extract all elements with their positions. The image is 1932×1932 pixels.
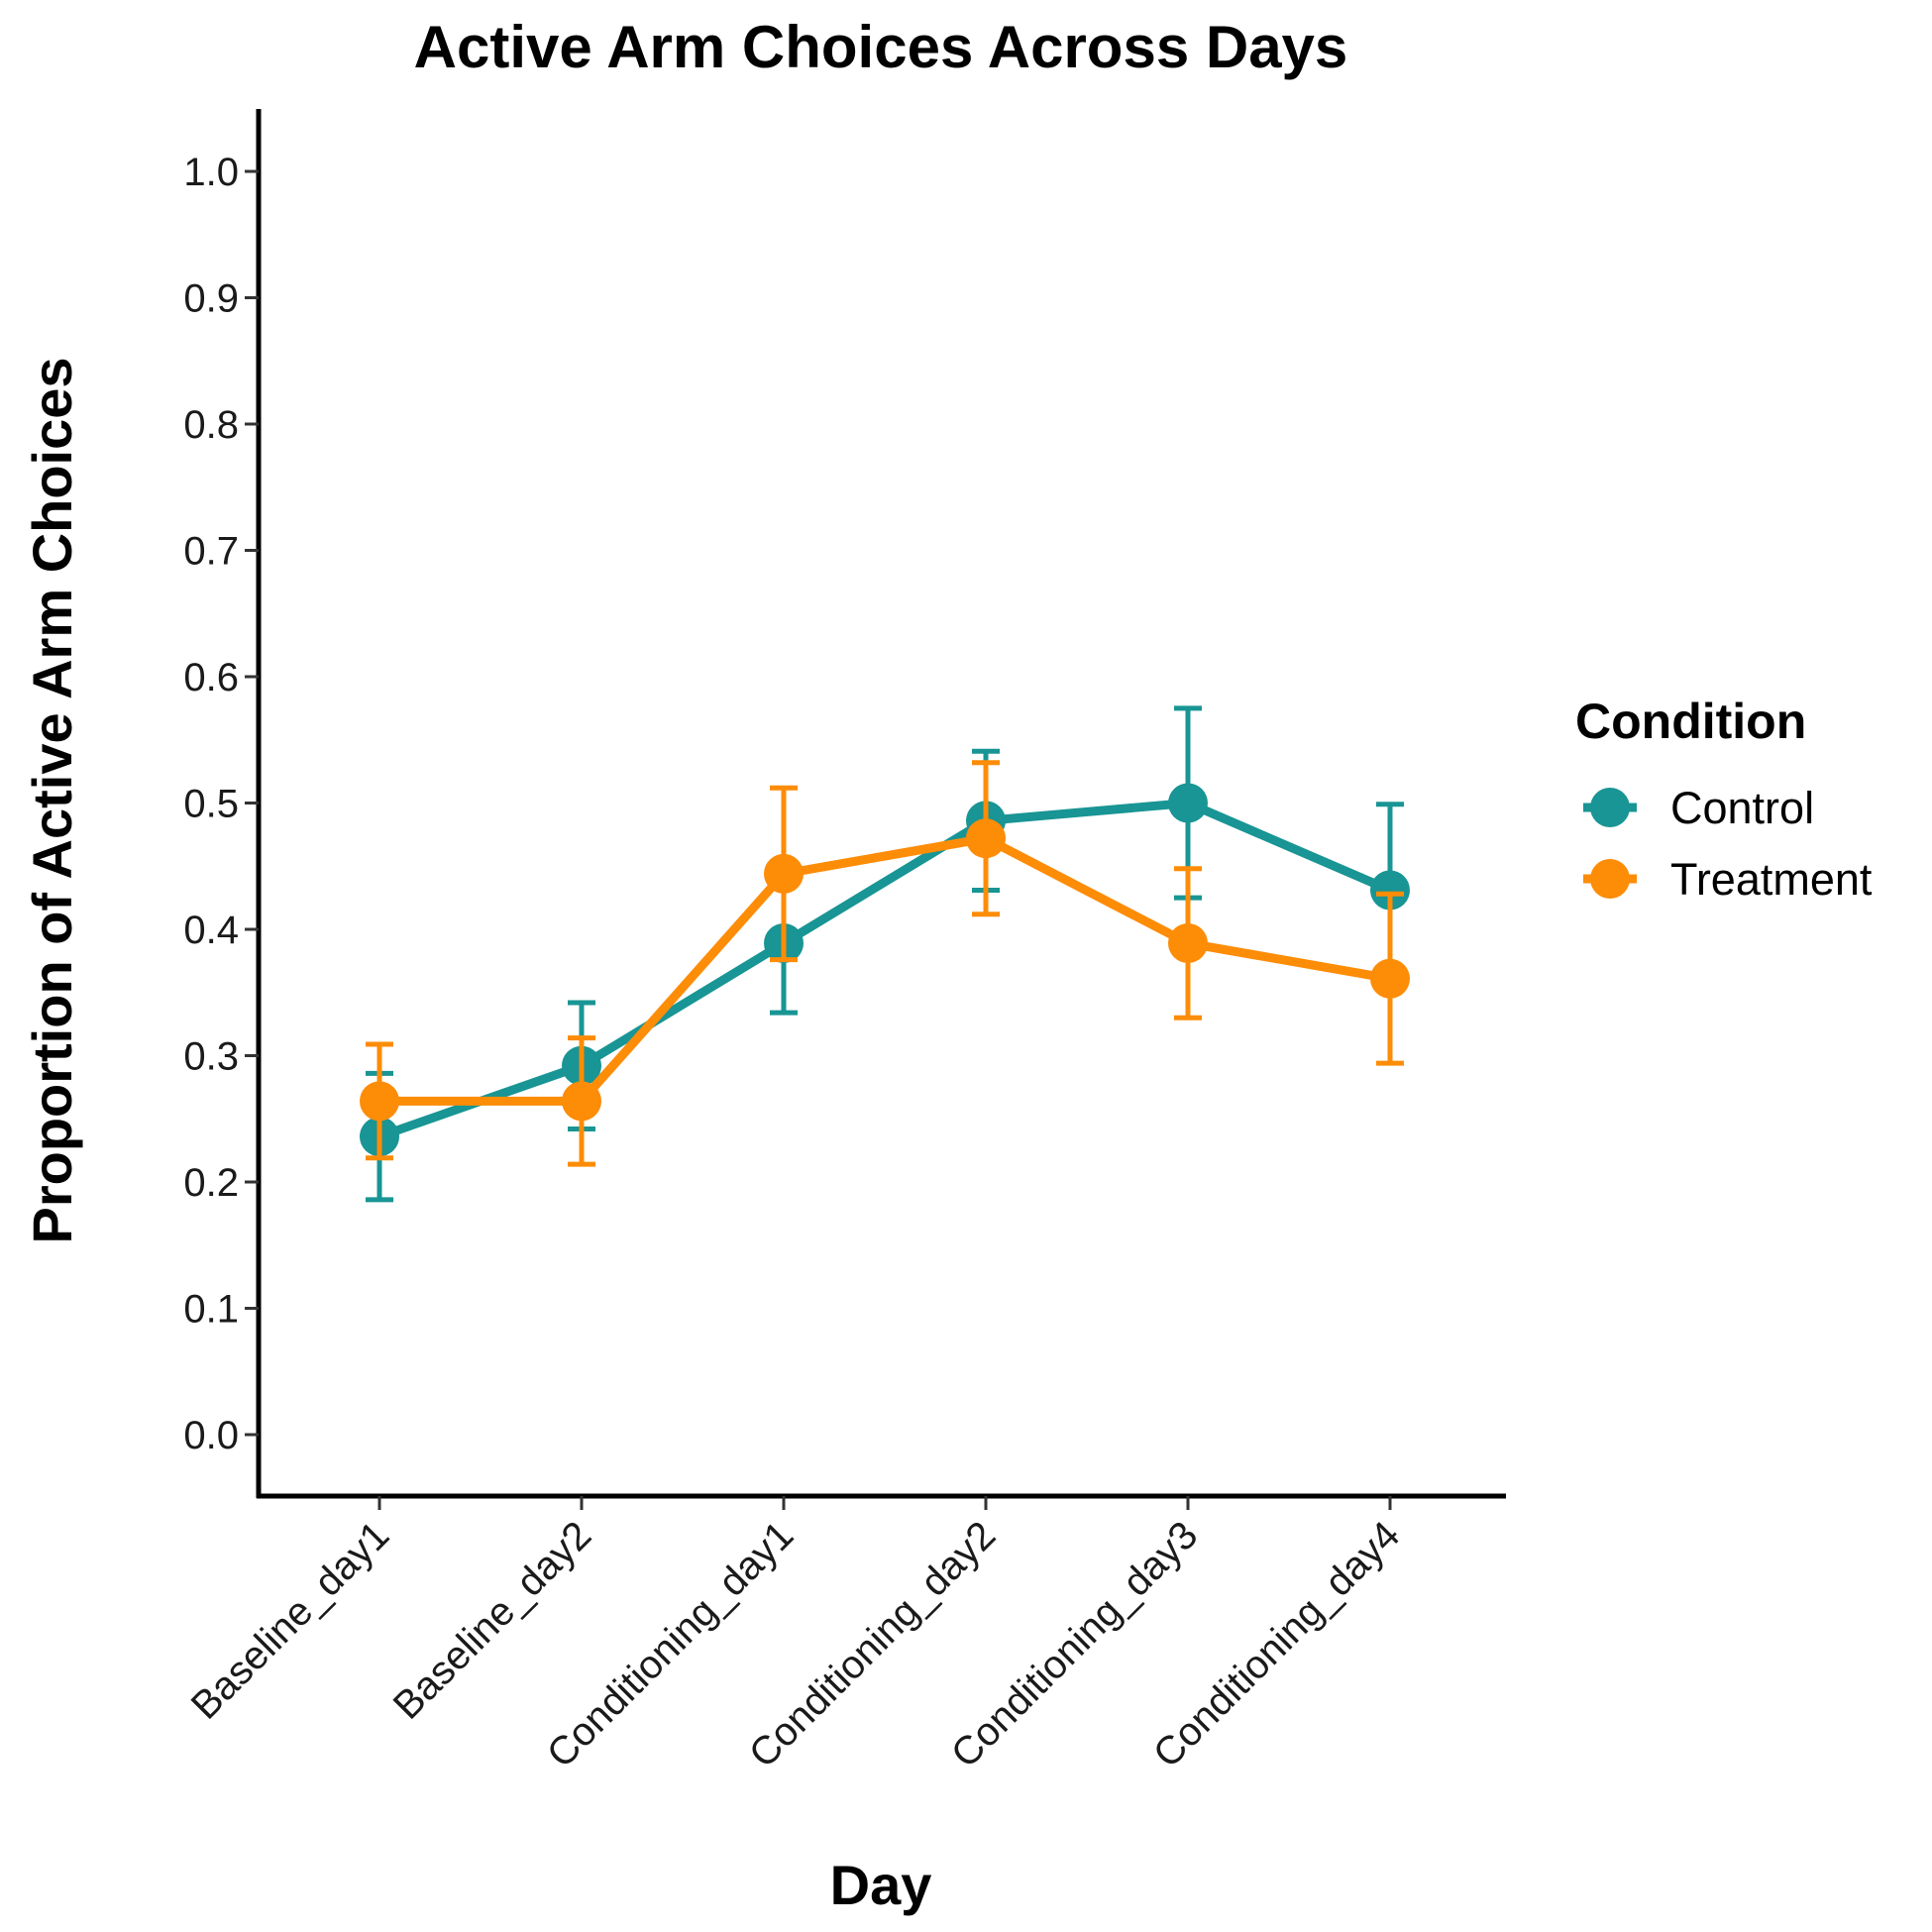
legend: Condition Control Treatment bbox=[1575, 694, 1873, 905]
legend-item-treatment: Treatment bbox=[1583, 854, 1873, 905]
data-point bbox=[1370, 870, 1410, 911]
x-tick-label: Baseline_day1 bbox=[183, 1513, 398, 1728]
legend-swatch-point bbox=[1590, 788, 1630, 827]
legend-title: Condition bbox=[1575, 694, 1806, 749]
data-point bbox=[1168, 923, 1208, 964]
data-point bbox=[562, 1081, 601, 1122]
x-axis-ticks: Baseline_day1Baseline_day2Conditioning_d… bbox=[183, 1496, 1408, 1776]
x-tick-label: Baseline_day2 bbox=[385, 1513, 600, 1728]
legend-item-control: Control bbox=[1583, 783, 1814, 833]
y-tick-label: 1.0 bbox=[183, 151, 239, 194]
series-line bbox=[375, 799, 1395, 1141]
chart-title: Active Arm Choices Across Days bbox=[414, 14, 1348, 80]
y-tick-label: 0.6 bbox=[183, 656, 239, 699]
y-tick-label: 0.4 bbox=[183, 909, 239, 952]
y-tick-label: 0.7 bbox=[183, 530, 239, 574]
data-point bbox=[966, 818, 1006, 859]
y-tick-label: 0.9 bbox=[183, 277, 239, 321]
data-point bbox=[764, 853, 804, 894]
data-point bbox=[1168, 783, 1208, 823]
y-axis-ticks: 0.0 0.1 0.2 0.3 0.4 0.5 0.6 0.7 0.8 0.9 1.0 bbox=[183, 151, 259, 1457]
series-line bbox=[375, 833, 1395, 1106]
data-point bbox=[1370, 958, 1410, 999]
y-tick-label: 0.1 bbox=[183, 1288, 239, 1332]
data-point bbox=[360, 1081, 399, 1122]
legend-swatch-point bbox=[1590, 859, 1630, 899]
y-axis-title: Proportion of Active Arm Choices bbox=[21, 357, 83, 1243]
legend-label: Treatment bbox=[1670, 854, 1873, 905]
y-tick-label: 0.2 bbox=[183, 1161, 239, 1205]
y-tick-label: 0.5 bbox=[183, 783, 239, 826]
series-treatment bbox=[360, 760, 1410, 1167]
y-tick-label: 0.8 bbox=[183, 403, 239, 447]
y-tick-label: 0.3 bbox=[183, 1035, 239, 1079]
legend-label: Control bbox=[1670, 783, 1814, 833]
series-layer bbox=[360, 705, 1410, 1203]
y-tick-label: 0.0 bbox=[183, 1414, 239, 1457]
x-axis-title: Day bbox=[830, 1854, 932, 1916]
